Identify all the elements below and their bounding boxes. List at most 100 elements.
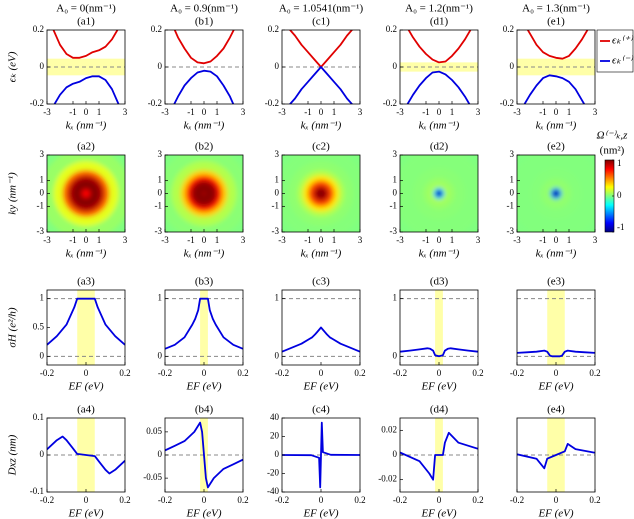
panel-title: (b2) bbox=[195, 141, 214, 153]
x-tick-label: -1 bbox=[69, 235, 77, 245]
heat-blob bbox=[282, 155, 360, 232]
y-tick-label: 1 bbox=[275, 175, 280, 185]
heat-ring bbox=[317, 189, 325, 198]
panel-title: (a3) bbox=[77, 276, 95, 288]
y-tick-label: -0.2 bbox=[30, 98, 44, 108]
x-tick-label: 0 bbox=[319, 368, 324, 378]
panel-title: (a2) bbox=[77, 141, 95, 153]
x-tick-label: 0 bbox=[202, 107, 207, 117]
line-series bbox=[406, 70, 471, 104]
panel-title: (d1) bbox=[430, 16, 449, 28]
panel-title: (c3) bbox=[312, 276, 330, 288]
colorbar-label: Ω⁽⁻⁾ₖ,z bbox=[597, 130, 629, 142]
y-tick-label: -3 bbox=[155, 226, 163, 236]
y-tick-label: -1 bbox=[37, 200, 45, 210]
x-axis-label: EF (eV) bbox=[67, 381, 103, 393]
panel: (e3) -0.2 0 0.2 EF (eV) bbox=[510, 276, 601, 393]
x-axis-label: kₓ (nm⁻¹) bbox=[301, 248, 342, 260]
x-tick-label: 0.2 bbox=[589, 495, 600, 505]
x-tick-label: -3 bbox=[278, 107, 286, 117]
plot-area bbox=[282, 155, 360, 232]
x-tick-label: 1 bbox=[97, 107, 102, 117]
line-series bbox=[173, 30, 235, 65]
y-tick-label: 0.02 bbox=[381, 424, 397, 434]
y-tick-label: 1 bbox=[158, 175, 163, 185]
panel-title: (c4) bbox=[312, 404, 330, 416]
x-tick-label: 3 bbox=[123, 235, 128, 245]
line-series bbox=[282, 421, 360, 489]
colorbar-tick-label: -1 bbox=[617, 222, 625, 232]
heat-blob bbox=[400, 155, 478, 232]
x-tick-label: 1 bbox=[215, 235, 220, 245]
x-tick-label: 0 bbox=[202, 495, 207, 505]
y-axis-label: σH (e²/h) bbox=[7, 307, 19, 348]
line-series bbox=[47, 435, 125, 475]
x-tick-label: -0.2 bbox=[275, 495, 289, 505]
x-tick-label: 0 bbox=[84, 368, 89, 378]
x-axis-label: EF (eV) bbox=[537, 508, 573, 519]
x-tick-label: 0 bbox=[437, 368, 442, 378]
x-tick-label: 0 bbox=[437, 235, 442, 245]
x-axis-label: EF (eV) bbox=[67, 508, 103, 519]
x-tick-label: -0.2 bbox=[158, 368, 172, 378]
x-axis-label: EF (eV) bbox=[420, 508, 456, 519]
plot-area bbox=[282, 298, 360, 357]
y-tick-label: 0 bbox=[158, 449, 163, 459]
y-tick-label: 1 bbox=[393, 293, 398, 303]
x-tick-label: 3 bbox=[476, 235, 481, 245]
y-tick-label: 3 bbox=[510, 149, 515, 159]
line-series bbox=[517, 349, 595, 358]
y-tick-label: 0.2 bbox=[386, 24, 397, 34]
x-axis-label: kₓ (nm⁻¹) bbox=[184, 248, 225, 260]
line-series bbox=[400, 347, 478, 358]
x-tick-label: -0.2 bbox=[510, 368, 524, 378]
x-tick-label: -0.2 bbox=[40, 368, 54, 378]
y-tick-label: -0.2 bbox=[148, 98, 162, 108]
panel: (e4) -0.2 0 0.2 EF (eV) bbox=[510, 404, 601, 519]
panel: (b1)-3 -1 0 1 3-0.200.2kₓ (nm⁻¹) bbox=[148, 16, 246, 132]
heat-blob bbox=[165, 155, 243, 232]
y-tick-label: -40 bbox=[267, 486, 279, 496]
x-axis-label: kₓ (nm⁻¹) bbox=[301, 120, 342, 132]
y-tick-label: 1 bbox=[275, 293, 280, 303]
x-tick-label: -1 bbox=[187, 107, 195, 117]
x-tick-label: 3 bbox=[593, 107, 598, 117]
y-tick-label: -0.2 bbox=[500, 98, 514, 108]
panel: (d3) -0.2 0 0.2 0 1 EF (eV) bbox=[393, 276, 484, 393]
y-tick-label: 0 bbox=[158, 188, 163, 198]
plot-area bbox=[517, 290, 595, 365]
y-tick-label: 0 bbox=[40, 61, 45, 71]
panel-title: (b1) bbox=[195, 16, 214, 28]
y-tick-label: 0.2 bbox=[268, 24, 279, 34]
legend-label: ϵₖ⁽⁻⁾ bbox=[612, 55, 634, 67]
y-tick-label: 0 bbox=[158, 61, 163, 71]
y-tick-label: -1 bbox=[272, 200, 280, 210]
plot-area bbox=[165, 290, 243, 365]
line-series bbox=[288, 66, 354, 104]
line-series bbox=[526, 30, 589, 60]
plot-area bbox=[400, 290, 478, 365]
y-tick-label: 0.2 bbox=[33, 24, 44, 34]
panel-title: (e2) bbox=[547, 141, 565, 153]
x-axis-label: kₓ (nm⁻¹) bbox=[66, 248, 107, 260]
x-tick-label: -1 bbox=[304, 235, 312, 245]
x-tick-label: 0 bbox=[202, 368, 207, 378]
plot-area bbox=[400, 155, 478, 232]
column-title: A₀ = 1.2(nm⁻¹) bbox=[405, 3, 473, 15]
y-tick-label: 1 bbox=[40, 175, 45, 185]
x-axis-label: kₓ (nm⁻¹) bbox=[419, 120, 460, 132]
legend-label: ϵₖ⁽⁺⁾ bbox=[612, 35, 634, 47]
x-tick-label: 3 bbox=[358, 235, 363, 245]
y-tick-label: 20 bbox=[270, 431, 280, 441]
plot-area bbox=[517, 155, 595, 232]
panel-title: (b3) bbox=[195, 276, 214, 288]
x-axis-label: kₓ (nm⁻¹) bbox=[66, 120, 107, 132]
panel-title: (d2) bbox=[430, 141, 449, 153]
x-tick-label: -1 bbox=[187, 235, 195, 245]
y-tick-label: -0.05 bbox=[143, 472, 162, 482]
y-tick-label: 0.05 bbox=[146, 426, 162, 436]
y-tick-label: 0 bbox=[393, 188, 398, 198]
